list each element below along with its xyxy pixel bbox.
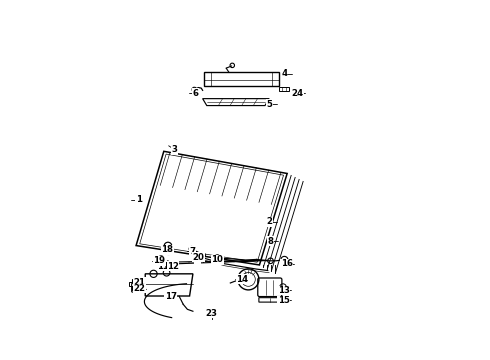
- Text: 21: 21: [134, 278, 146, 287]
- Text: 18: 18: [161, 245, 173, 254]
- Circle shape: [139, 287, 143, 291]
- Text: 11: 11: [157, 262, 169, 271]
- Text: 8: 8: [268, 237, 273, 246]
- Text: 23: 23: [206, 309, 218, 318]
- Text: 6: 6: [193, 89, 198, 98]
- Text: 12: 12: [167, 262, 179, 271]
- Text: 7: 7: [190, 247, 196, 256]
- Text: 5: 5: [266, 100, 272, 109]
- Text: 1: 1: [136, 195, 142, 204]
- Text: 13: 13: [278, 286, 290, 295]
- Text: 17: 17: [165, 292, 177, 301]
- Text: 10: 10: [211, 256, 223, 265]
- Text: 4: 4: [281, 69, 288, 78]
- Text: 24: 24: [292, 89, 304, 98]
- Text: 20: 20: [193, 253, 204, 262]
- Text: 14: 14: [236, 275, 248, 284]
- Text: 15: 15: [278, 296, 290, 305]
- Text: 19: 19: [153, 256, 165, 265]
- Text: 3: 3: [172, 145, 178, 154]
- Text: 22: 22: [134, 284, 146, 293]
- Text: 16: 16: [281, 259, 293, 268]
- Text: 9: 9: [194, 256, 200, 265]
- Text: 2: 2: [266, 217, 272, 226]
